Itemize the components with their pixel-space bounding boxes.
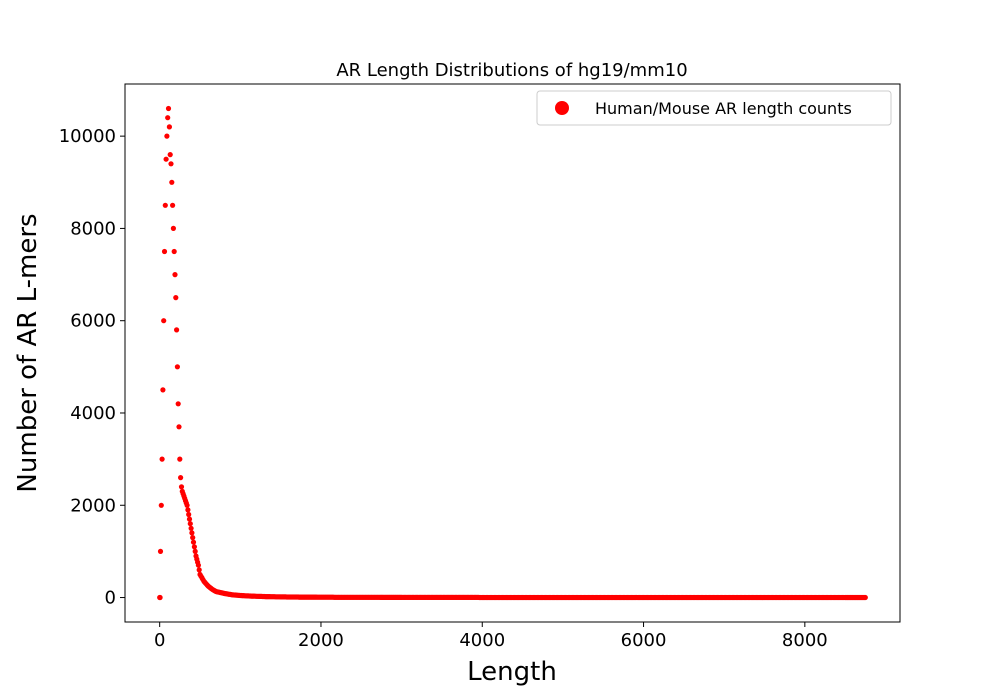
data-point [174,327,180,333]
data-point [187,521,193,527]
data-point [159,456,165,462]
data-point [174,364,180,370]
data-points [157,105,868,601]
data-point [178,484,185,490]
data-point [862,594,868,601]
data-point [160,387,166,393]
y-tick-label: 6000 [70,311,116,332]
data-point [161,248,168,255]
data-point [195,562,201,568]
y-axis-label: Number of AR L-mers [13,213,43,492]
data-point [190,539,197,545]
data-point [158,502,164,508]
y-tick-label: 2000 [70,495,116,516]
x-tick-label: 0 [154,630,165,651]
data-point [169,179,175,185]
data-point [173,295,179,301]
x-tick-label: 6000 [621,630,667,651]
data-point [171,248,177,255]
data-point [191,544,197,550]
legend-label: Human/Mouse AR length counts [595,99,852,118]
data-point [157,548,164,555]
data-point [176,424,182,430]
data-point [167,152,173,158]
data-point [196,567,202,573]
data-point [184,502,190,508]
data-point [192,548,198,555]
legend: Human/Mouse AR length counts [536,90,892,126]
y-tick-label: 4000 [70,403,116,424]
x-tick-label: 4000 [459,630,505,651]
x-tick-label: 8000 [782,630,828,651]
data-point [177,456,183,462]
chart-title: AR Length Distributions of hg19/mm10 [336,60,687,81]
data-point [175,401,181,407]
data-point [168,161,174,167]
data-point [170,202,176,208]
data-point [166,124,172,130]
data-point [186,511,192,518]
x-tick-label: 2000 [298,630,344,651]
data-point [185,507,191,513]
data-point [162,202,168,208]
y-tick-label: 0 [105,588,116,609]
data-point [178,475,184,481]
y-axis-ticks: 0 2000 4000 6000 8000 10000 [59,126,125,609]
data-point [165,115,171,121]
data-point [161,318,167,324]
legend-box [536,90,892,126]
y-tick-label: 8000 [70,218,116,239]
data-point [163,156,169,162]
data-point [189,530,195,536]
data-point [188,525,194,531]
x-axis-label: Length [467,657,557,687]
data-point [164,133,170,139]
data-point [170,225,176,231]
data-point [165,105,172,112]
plot-area-frame [124,83,901,623]
data-point [157,594,163,601]
y-tick-label: 10000 [59,126,116,147]
data-point [190,535,196,541]
x-axis-ticks: 0 2000 4000 6000 8000 [154,622,828,651]
data-point [186,516,193,522]
legend-marker [555,101,569,115]
data-point [172,272,178,278]
